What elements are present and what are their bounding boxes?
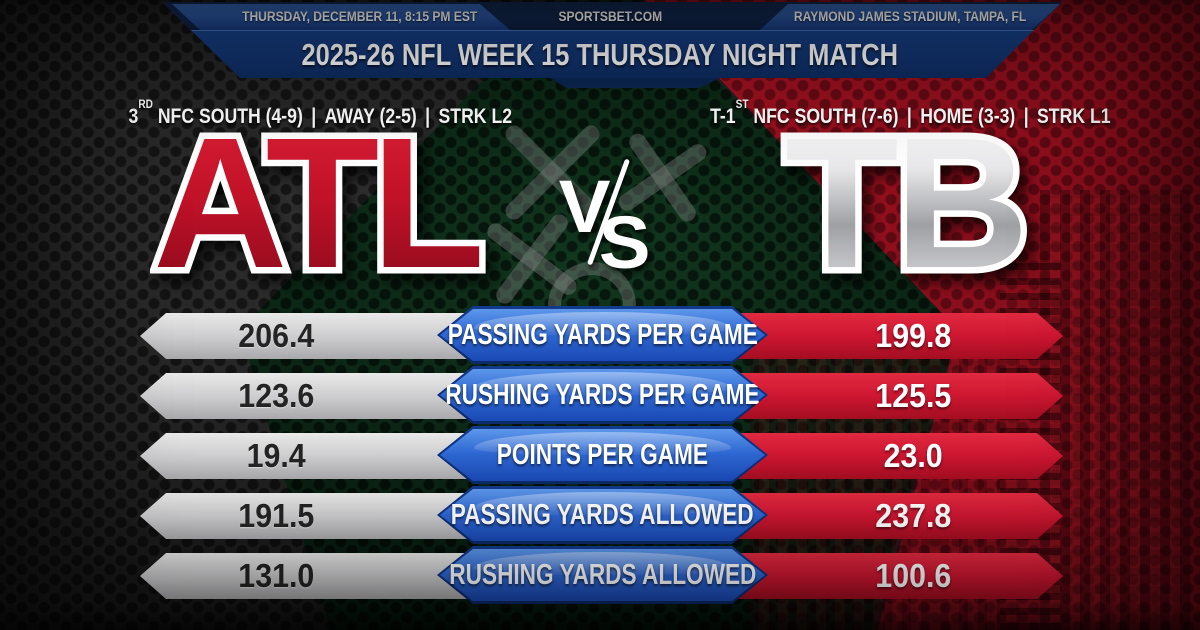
home-team-record-line: T-1ST NFC SOUTH (7-6)|HOME (3-3)|STRK L1 bbox=[710, 96, 1110, 128]
stat-row-rushing-yards-per-game: 123.6 125.5 RUSHING YARDS PER GAME bbox=[0, 366, 1200, 424]
building-silhouette bbox=[1040, 190, 1190, 630]
header-tail-accent bbox=[550, 78, 720, 88]
stat-row-rushing-yards-allowed: 131.0 100.6 RUSHING YARDS ALLOWED bbox=[0, 546, 1200, 604]
stat-label-banner: POINTS PER GAME bbox=[437, 426, 768, 484]
home-team-abbr: TB TB bbox=[690, 104, 1120, 306]
stadium-location: RAYMOND JAMES STADIUM, TAMPA, FL bbox=[793, 8, 1027, 24]
playbook-x-icon bbox=[618, 133, 707, 222]
versus-mark: V S bbox=[540, 156, 680, 286]
stat-label-banner: RUSHING YARDS ALLOWED bbox=[437, 546, 768, 604]
home-stat-bar: 237.8 bbox=[690, 493, 1063, 539]
stat-row-passing-yards-per-game: 206.4 199.8 PASSING YARDS PER GAME bbox=[0, 306, 1200, 364]
header-banner: THURSDAY, DECEMBER 11, 8:15 PM EST SPORT… bbox=[162, 2, 1062, 78]
playbook-x-icon bbox=[505, 125, 600, 220]
venue-panel bbox=[760, 4, 1060, 30]
stat-label-banner: PASSING YARDS ALLOWED bbox=[437, 486, 768, 544]
away-team-record-line: 3RD NFC SOUTH (4-9)|AWAY (2-5)|STRK L2 bbox=[128, 96, 512, 128]
stat-row-passing-yards-allowed: 191.5 237.8 PASSING YARDS ALLOWED bbox=[0, 486, 1200, 544]
stat-label-banner: RUSHING YARDS PER GAME bbox=[437, 366, 768, 424]
date-panel bbox=[172, 4, 510, 30]
site-name: SPORTSBET.COM bbox=[558, 8, 662, 24]
playbook-x-icon bbox=[487, 214, 577, 304]
game-datetime: THURSDAY, DECEMBER 11, 8:15 PM EST bbox=[242, 8, 478, 24]
page-title: 2025-26 NFL WEEK 15 THURSDAY NIGHT MATCH bbox=[162, 30, 1050, 78]
stat-row-points-per-game: 19.4 23.0 POINTS PER GAME bbox=[0, 426, 1200, 484]
stat-label-banner: PASSING YARDS PER GAME bbox=[437, 306, 768, 364]
away-team-abbr: ATL ATL bbox=[80, 104, 550, 306]
